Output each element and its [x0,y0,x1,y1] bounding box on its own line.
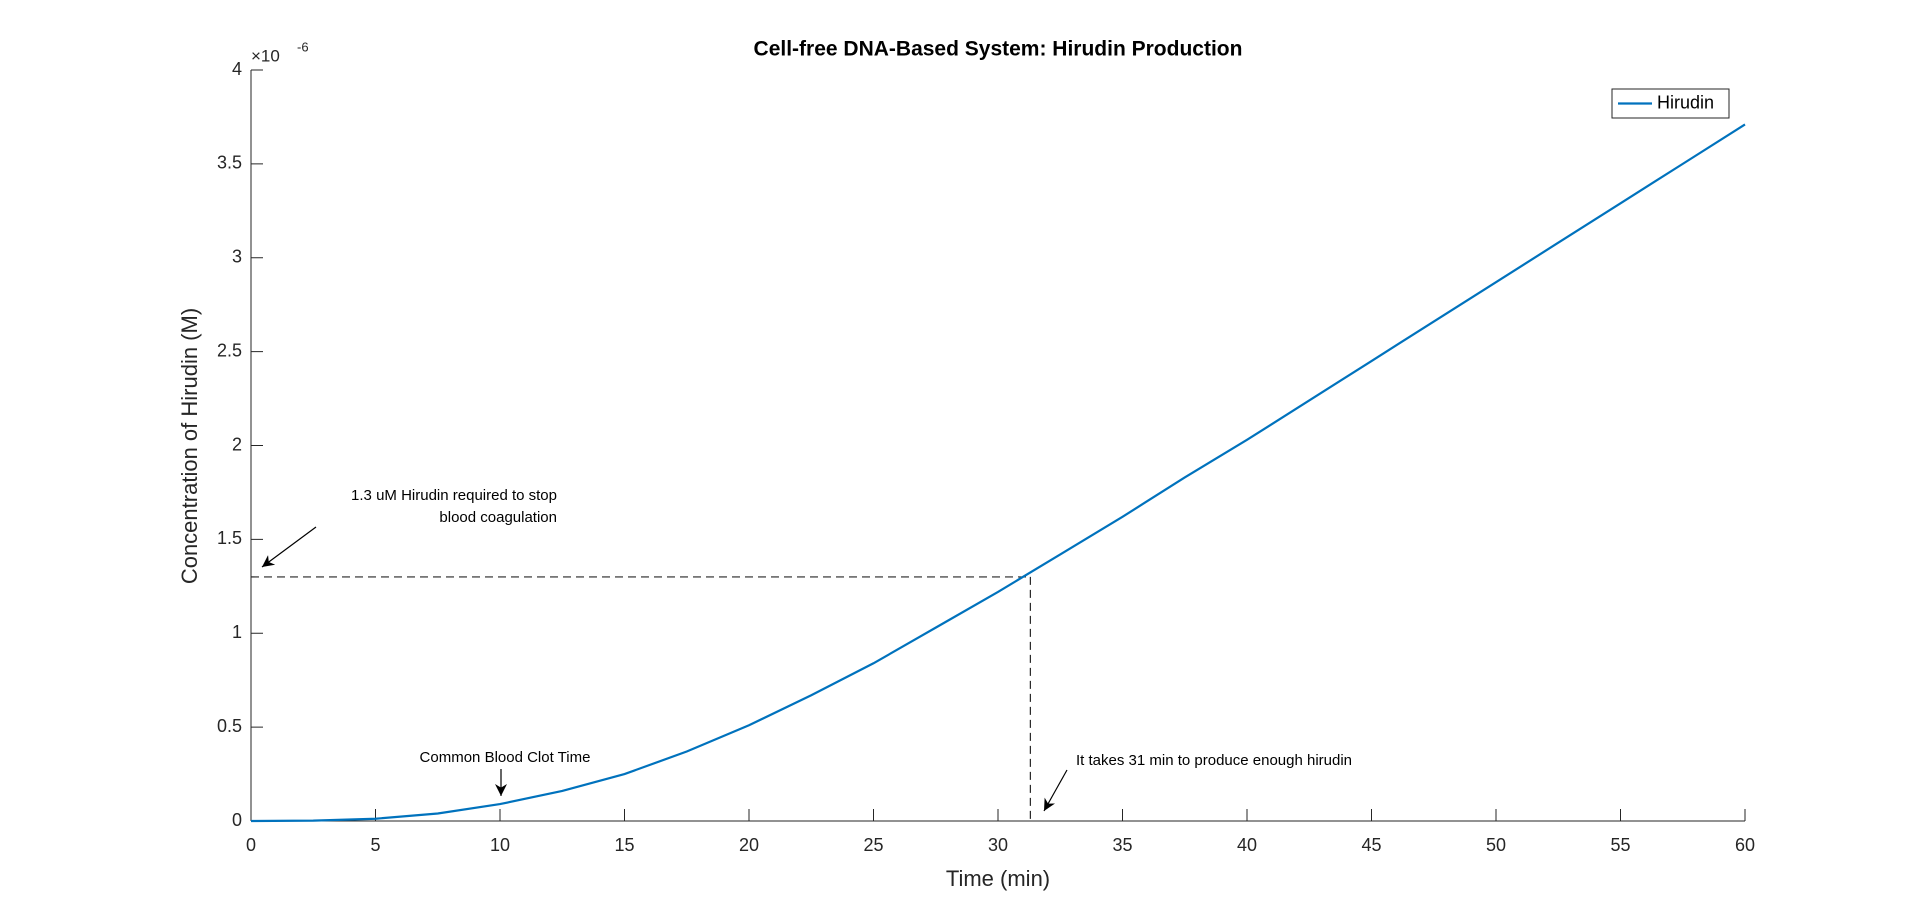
x-tick-label: 15 [614,835,634,855]
annotation: blood coagulation [439,509,557,526]
data-line [250,123,1746,823]
y-tick-label: 3.5 [217,153,242,173]
annotation: It takes 31 min to produce enough hirudi… [1076,752,1352,769]
x-tick-label: 35 [1112,835,1132,855]
x-tick-label: 25 [863,835,883,855]
x-tick-label: 45 [1361,835,1381,855]
y-multiplier-base: ×10 [251,46,280,65]
y-tick-label: 2 [232,434,242,454]
x-axis-label: Time (min) [946,866,1050,891]
y-tick-label: 1 [232,622,242,642]
arrow [1043,769,1068,812]
x-tick-label: 0 [246,835,256,855]
x-tick-label: 40 [1237,835,1257,855]
y-tick-label: 0.5 [217,716,242,736]
y-axis-label: Concentration of Hirudin (M) [177,308,202,584]
x-tick-label: 55 [1610,835,1630,855]
y-tick-label: 4 [232,59,242,79]
annotation: 1.3 uM Hirudin required to stop [351,487,557,504]
x-tick-label: 5 [370,835,380,855]
y-multiplier-exponent: -6 [297,39,309,54]
x-tick-label: 50 [1486,835,1506,855]
y-tick-label: 3 [232,247,242,267]
legend-label: Hirudin [1657,92,1714,112]
y-tick-label: 1.5 [217,528,242,548]
x-tick-label: 30 [988,835,1008,855]
annotation: Common Blood Clot Time [420,749,591,766]
y-tick-label: 0 [232,810,242,830]
chart-title: Cell-free DNA-Based System: Hirudin Prod… [754,38,1243,61]
x-tick-label: 60 [1735,835,1755,855]
x-tick-label: 20 [739,835,759,855]
arrow [261,526,317,568]
x-tick-label: 10 [490,835,510,855]
y-tick-label: 2.5 [217,340,242,360]
